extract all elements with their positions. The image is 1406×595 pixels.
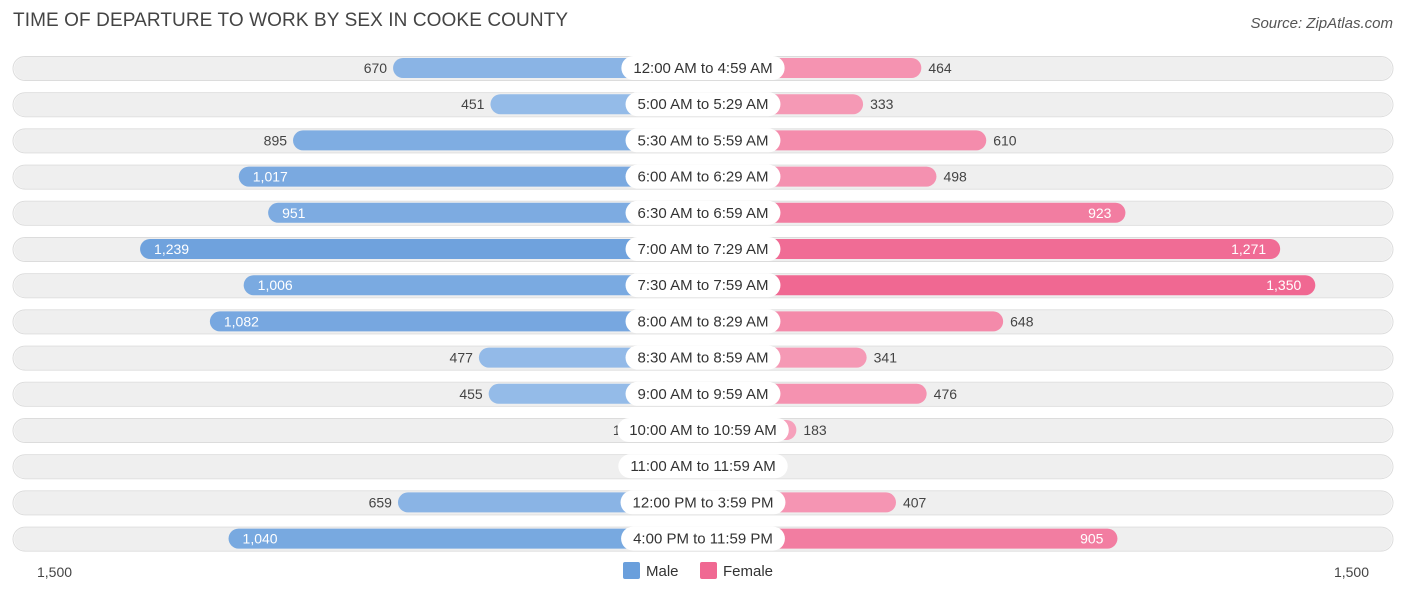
chart-row: 189711:00 AM to 11:59 AM [12,454,1394,480]
chart-row: 455 476 9:00 AM to 9:59 AM [12,381,1394,407]
value-label-male: 1,006 [258,277,293,293]
value-label-female: 407 [903,494,927,510]
value-label-male: 951 [282,205,306,221]
bar-female [703,239,1281,259]
category-pill [625,309,781,334]
value-label-female: 905 [1080,531,1104,547]
bar-female [703,275,1316,296]
category-label: 4:00 PM to 11:59 PM [633,531,773,548]
category-label: 5:00 AM to 5:29 AM [638,96,769,113]
chart-row: 670 464 12:00 AM to 4:59 AM [12,56,1394,81]
legend-swatch-female [700,562,717,579]
bar-female [703,528,1118,549]
chart-row: 1,006 1,350 7:30 AM to 7:59 AM [12,273,1394,299]
category-label: 7:00 AM to 7:29 AM [638,241,769,258]
category-label: 6:30 AM to 6:59 AM [638,205,769,222]
bar-male [268,202,703,223]
chart-rows: 670 464 12:00 AM to 4:59 AM 451 333 5:00 AM t… [12,56,1394,552]
category-label: 11:00 AM to 11:59 AM [630,458,775,475]
chart-title: TIME OF DEPARTURE TO WORK BY SEX IN COOK… [13,10,569,31]
value-label-male: 670 [364,60,388,76]
category-pill [625,128,781,153]
bar-male [243,275,703,296]
value-label-female: 464 [928,60,952,76]
value-label-female: 476 [934,386,958,402]
chart-row: 11218310:00 AM to 10:59 AM [12,418,1394,443]
category-label: 5:30 AM to 5:59 AM [638,132,769,149]
value-label-male: 1,082 [224,313,259,329]
legend-label-male: Male [646,563,679,580]
category-pill [621,526,785,551]
value-label-male: 1,239 [154,241,189,257]
chart-row: 477 341 8:30 AM to 8:59 AM [12,345,1394,371]
chart-row: 1,082 648 8:00 AM to 8:29 AM [12,309,1394,335]
category-label: 9:00 AM to 9:59 AM [638,386,769,403]
bar-male [228,528,703,549]
chart-row: 951 923 6:30 AM to 6:59 AM [12,200,1394,226]
bar-male [140,239,704,259]
chart-row: 1,040 905 4:00 PM to 11:59 PM [12,526,1394,552]
bar-male [293,130,703,151]
category-pill [625,200,781,225]
category-pill [620,490,786,515]
axis-label-right: 1,500 [1334,564,1369,580]
value-label-female: 341 [874,350,898,366]
value-label-male: 455 [459,386,483,402]
value-label-female: 498 [943,169,967,185]
value-label-male: 1,017 [253,169,288,185]
value-label-female: 923 [1088,205,1112,221]
category-label: 7:30 AM to 7:59 AM [638,277,769,294]
category-pill [618,454,788,479]
category-label: 12:00 AM to 4:59 AM [633,60,772,77]
category-label: 8:00 AM to 8:29 AM [638,313,769,330]
value-label-female: 1,350 [1266,277,1301,293]
chart-row: 895 610 5:30 AM to 5:59 AM [12,128,1394,154]
value-label-male: 477 [450,350,474,366]
category-pill [625,164,781,189]
chart-row: 1,017 498 6:00 AM to 6:29 AM [12,164,1394,190]
category-pill [625,92,781,117]
axis-label-left: 1,500 [37,564,72,580]
category-label: 12:00 PM to 3:59 PM [633,494,774,511]
value-label-female: 333 [870,96,894,112]
value-label-female: 183 [803,422,827,438]
bar-male [238,166,704,187]
legend-swatch-male [623,562,640,579]
category-label: 6:00 AM to 6:29 AM [638,169,769,186]
category-label: 10:00 AM to 10:59 AM [629,422,777,439]
category-pill [625,381,781,406]
category-pill [625,237,781,261]
value-label-male: 659 [369,494,393,510]
legend: Male Female [623,562,773,580]
bar-female [703,202,1126,223]
chart-row: 659 407 12:00 PM to 3:59 PM [12,490,1394,516]
bar-male [209,311,703,332]
chart-row: 1,239 1,271 7:00 AM to 7:29 AM [12,237,1394,262]
category-pill [617,418,789,442]
category-pill [625,273,781,298]
value-label-female: 648 [1010,313,1034,329]
value-label-male: 895 [264,132,288,148]
category-label: 8:30 AM to 8:59 AM [638,350,769,367]
value-label-female: 1,271 [1231,241,1266,257]
legend-label-female: Female [723,563,773,580]
value-label-male: 451 [461,96,485,112]
chart-source: Source: ZipAtlas.com [1250,15,1393,32]
chart-row: 451 333 5:00 AM to 5:29 AM [12,92,1394,118]
category-pill [625,345,781,370]
value-label-female: 610 [993,132,1017,148]
category-pill [621,56,785,80]
value-label-male: 1,040 [243,531,278,547]
